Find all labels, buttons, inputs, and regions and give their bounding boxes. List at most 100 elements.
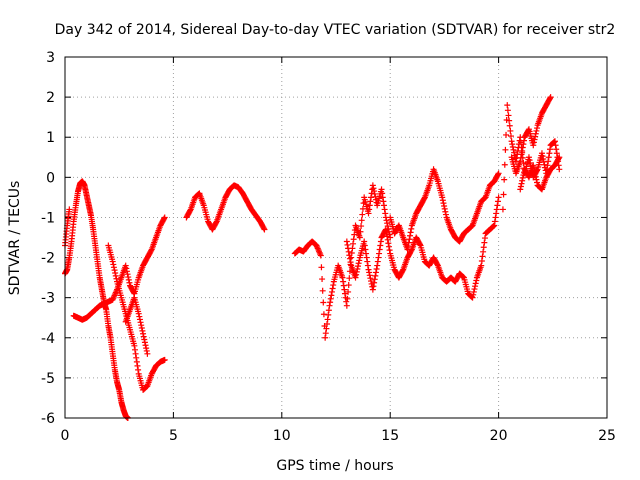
data-point	[470, 288, 477, 295]
data-point	[374, 258, 381, 265]
x-tick-label: 20	[490, 428, 508, 444]
data-point	[369, 286, 376, 293]
x-tick-label: 25	[598, 428, 616, 444]
data-point	[533, 176, 540, 183]
data-point	[531, 168, 538, 175]
data-point	[505, 112, 512, 119]
data-point	[547, 146, 554, 153]
data-point	[481, 235, 488, 242]
data-point	[408, 247, 415, 254]
data-point	[327, 295, 334, 302]
data-point	[113, 275, 120, 282]
data-point	[340, 278, 347, 285]
data-point	[538, 150, 545, 157]
data-point	[123, 268, 130, 275]
series-track-h	[343, 194, 502, 301]
data-point	[135, 310, 142, 317]
series-track-c	[70, 214, 168, 323]
data-point	[442, 208, 449, 215]
data-point	[539, 153, 546, 160]
data-point	[130, 289, 137, 296]
y-tick-label: -4	[41, 331, 55, 347]
data-point	[472, 280, 479, 287]
series-track-i	[387, 166, 502, 253]
data-point	[527, 160, 534, 167]
data-point	[526, 157, 533, 164]
data-point	[553, 150, 560, 157]
data-point	[371, 188, 378, 195]
data-point	[421, 195, 428, 202]
data-point	[441, 205, 448, 212]
series-track-k	[508, 94, 554, 177]
data-point	[532, 173, 539, 180]
data-point	[319, 287, 326, 294]
data-point	[358, 223, 365, 230]
y-tick-label: 3	[46, 50, 55, 66]
data-point	[377, 238, 384, 245]
data-point	[324, 316, 331, 323]
data-point	[384, 233, 391, 240]
data-point	[362, 246, 369, 253]
data-point	[481, 239, 488, 246]
series-track-g	[291, 182, 394, 341]
y-tick-label: 2	[46, 90, 55, 106]
data-point	[367, 198, 374, 205]
data-point	[354, 263, 361, 270]
y-tick-label: -3	[41, 291, 55, 307]
data-point	[480, 248, 487, 255]
y-tick-label: -5	[41, 371, 55, 387]
data-point	[480, 244, 487, 251]
data-point	[328, 292, 335, 299]
x-axis-ticks: 0 5 10 15 20 25	[61, 57, 616, 444]
data-point	[346, 275, 353, 282]
data-point	[112, 272, 119, 279]
series-track-d	[105, 242, 168, 393]
data-point	[356, 257, 363, 264]
data-point	[141, 339, 148, 346]
data-point	[345, 282, 352, 289]
y-tick-label: 1	[46, 130, 55, 146]
data-point	[324, 321, 331, 328]
data-point	[139, 327, 146, 334]
data-point	[371, 279, 378, 286]
data-point	[383, 229, 390, 236]
data-point	[530, 142, 537, 149]
data-point	[533, 127, 540, 134]
data-point	[131, 346, 138, 353]
data-point	[365, 266, 372, 273]
data-point	[545, 154, 552, 161]
data-point	[112, 270, 119, 277]
data-point	[545, 158, 552, 165]
data-point	[556, 166, 563, 173]
data-point	[111, 267, 118, 274]
data-point	[472, 283, 479, 290]
data-point	[132, 350, 139, 357]
data-point	[441, 202, 448, 209]
data-point	[507, 127, 514, 134]
data-point	[469, 294, 476, 301]
data-point	[525, 154, 532, 161]
data-point	[148, 247, 155, 254]
data-point	[125, 274, 132, 281]
data-point	[511, 149, 518, 156]
chart-title: Day 342 of 2014, Sidereal Day-to-day VTE…	[55, 22, 616, 38]
data-point	[133, 358, 140, 365]
data-point	[326, 302, 333, 309]
data-point	[434, 261, 441, 268]
data-point	[372, 272, 379, 279]
data-point	[525, 127, 532, 134]
data-point	[556, 154, 563, 161]
data-point	[109, 258, 116, 265]
data-point	[372, 269, 379, 276]
data-point	[110, 261, 117, 268]
data-point	[552, 142, 559, 149]
data-point	[354, 266, 361, 273]
data-point	[187, 207, 194, 214]
data-point	[161, 356, 168, 363]
data-point	[382, 226, 389, 233]
data-point	[138, 325, 145, 332]
data-point	[366, 202, 373, 209]
data-point	[404, 246, 411, 253]
data-point	[376, 250, 383, 257]
data-point	[491, 218, 498, 225]
